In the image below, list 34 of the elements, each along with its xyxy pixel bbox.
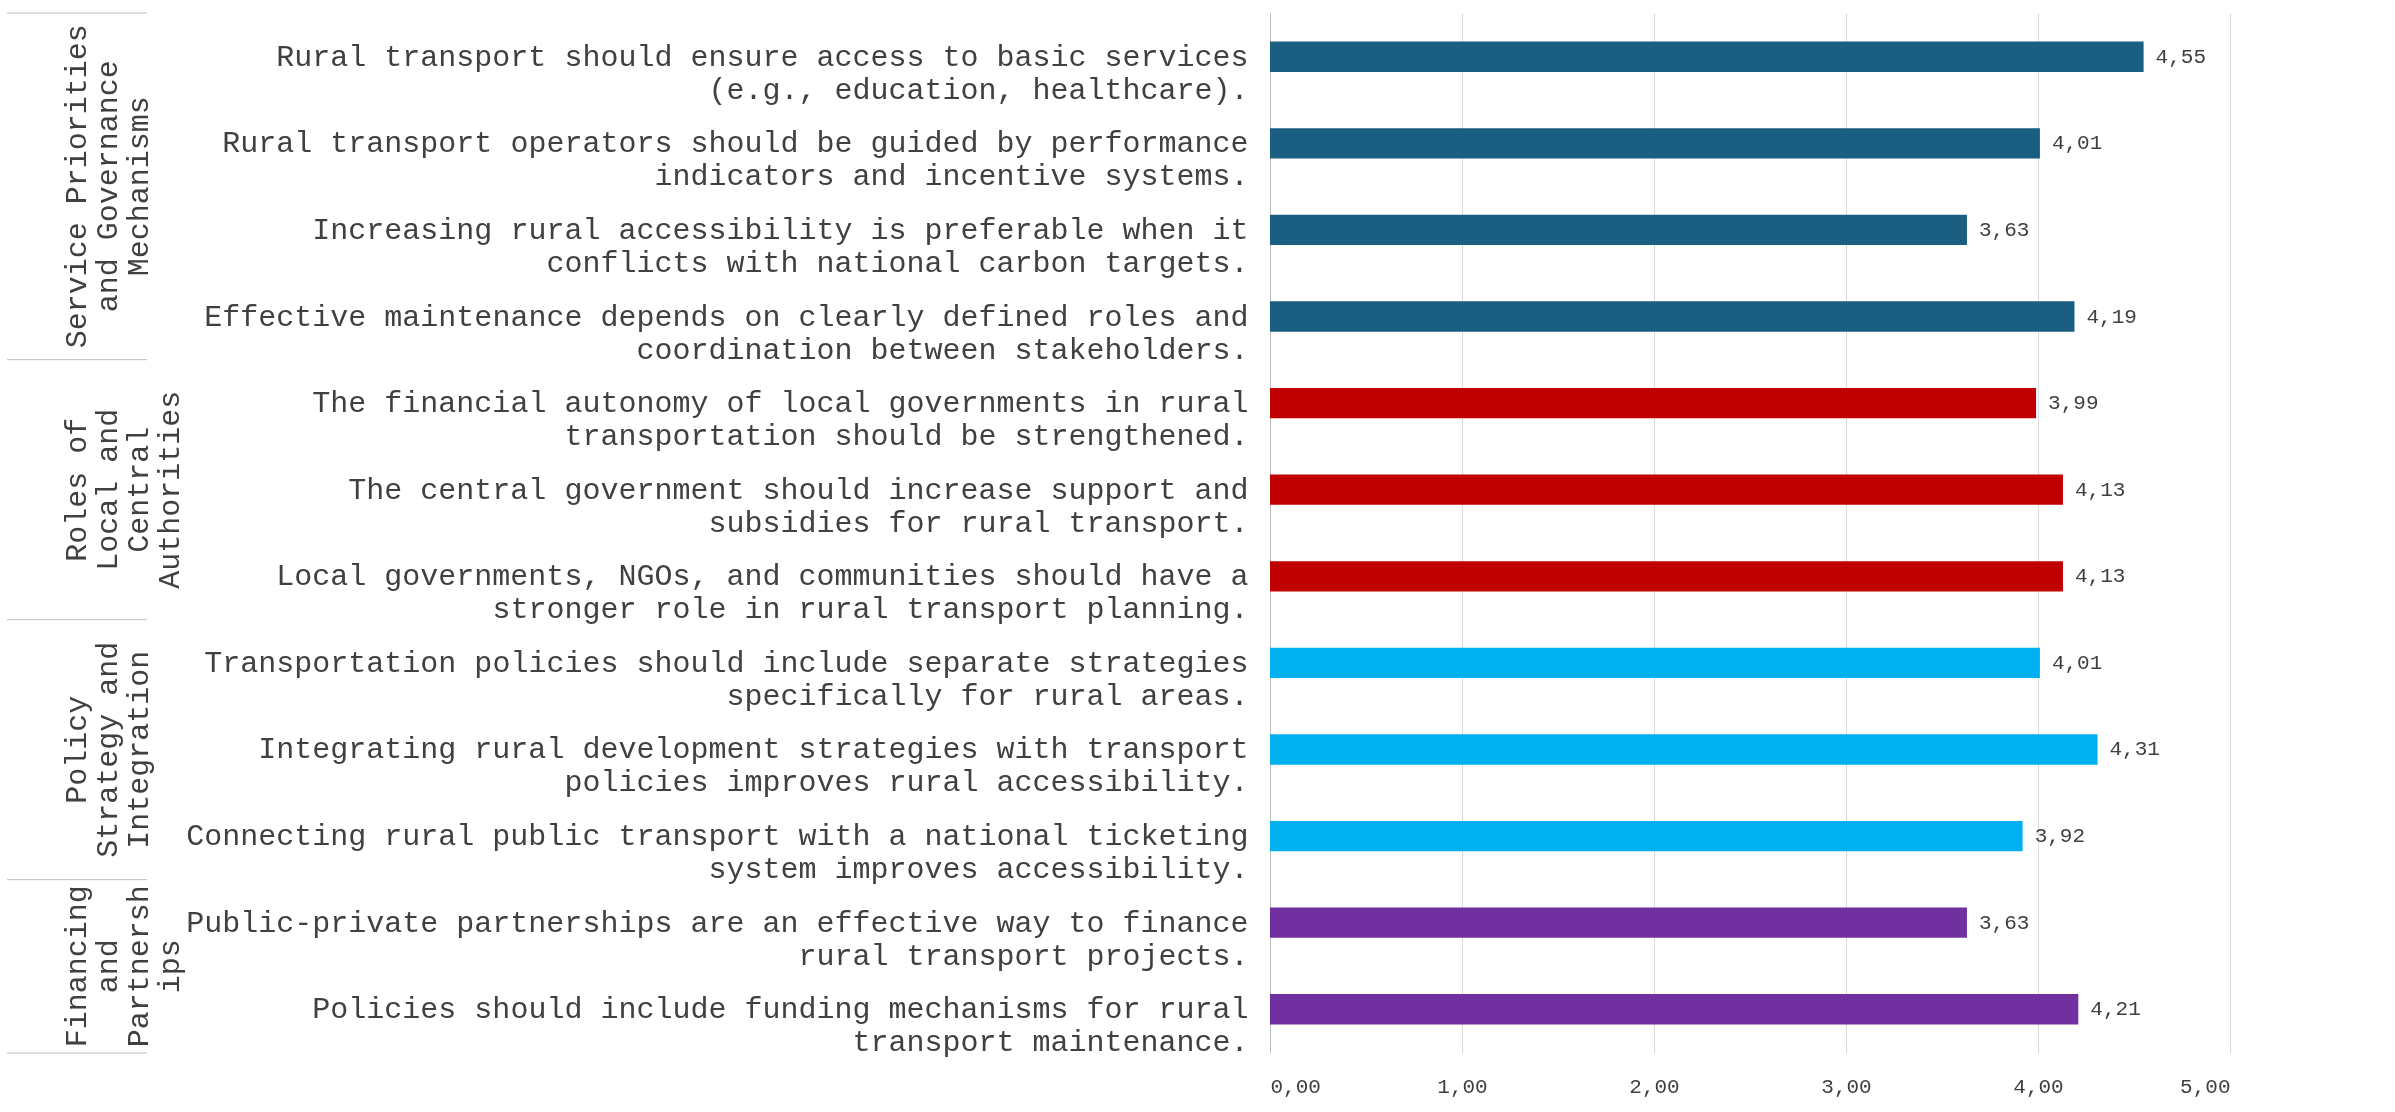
x-tick-label: 2,00 (1629, 1075, 1680, 1099)
y-tick-label: Policies should include funding mechanisms for rural transport maintenance. (312, 993, 1249, 1061)
y-tick-label: Connecting rural public transport with a national ticketing system improves accessibility. (186, 820, 1249, 888)
y-tick-label: Effective maintenance depends on clearly defined roles and coordination between stakeholders. (204, 300, 1249, 368)
text: Financing and Partnerships (61, 885, 188, 1048)
data-label: 3,99 (2048, 392, 2099, 416)
x-tick-label: 4,00 (2013, 1075, 2064, 1099)
x-tick-label: 5,00 (2180, 1075, 2231, 1099)
data-label: 4,01 (2051, 132, 2103, 156)
text: Policy Strategy and Integration (61, 641, 157, 858)
y-tick-label: Integrating rural development strategies with transport policies improves rural accessibility. (258, 733, 1249, 801)
text: Service Priorities and Governance Mechanisms (61, 24, 157, 349)
data-label: 3,63 (1978, 218, 2030, 242)
y-tick-label: Increasing rural accessibility is preferable when it conflicts with national carbon targets. (312, 213, 1249, 281)
y-tick-label: Rural transport operators should be guided by performance indicators and incentive systems. (222, 127, 1249, 195)
data-label: 4,31 (2109, 738, 2160, 762)
y-tick-label: The central government should increase support and subsidies for rural transport. (348, 473, 1249, 541)
text: Roles of Local and Central Authorities (61, 390, 188, 589)
y-tick-label: Transportation policies should include separate strategies specifically for rural areas. (204, 646, 1249, 714)
y-tick-label: Public-private partnerships are an effective way to finance rural transport projects. (186, 906, 1249, 974)
y-tick-label: Rural transport should ensure access to basic services (e.g., education, healthcare). (276, 40, 1249, 108)
data-label: 4,01 (2051, 651, 2103, 675)
data-label: 4,19 (2086, 305, 2137, 329)
data-label: 3,63 (1978, 911, 2030, 935)
x-tick-label: 1,00 (1437, 1075, 1488, 1099)
y-tick-label: The financial autonomy of local governments in rural transportation should be strengthened. (312, 387, 1249, 455)
x-tick-label: 3,00 (1821, 1075, 1872, 1099)
data-label: 4,13 (2074, 478, 2126, 502)
y-tick-label: Local governments, NGOs, and communities should have a stronger role in rural transport planning. (276, 560, 1249, 628)
x-tick-label: 0,00 (1270, 1075, 1321, 1099)
data-label: 4,13 (2074, 565, 2126, 589)
data-label: 4,55 (2155, 45, 2207, 69)
data-label: 4,21 (2090, 998, 2141, 1022)
data-label: 3,92 (2034, 825, 2086, 849)
